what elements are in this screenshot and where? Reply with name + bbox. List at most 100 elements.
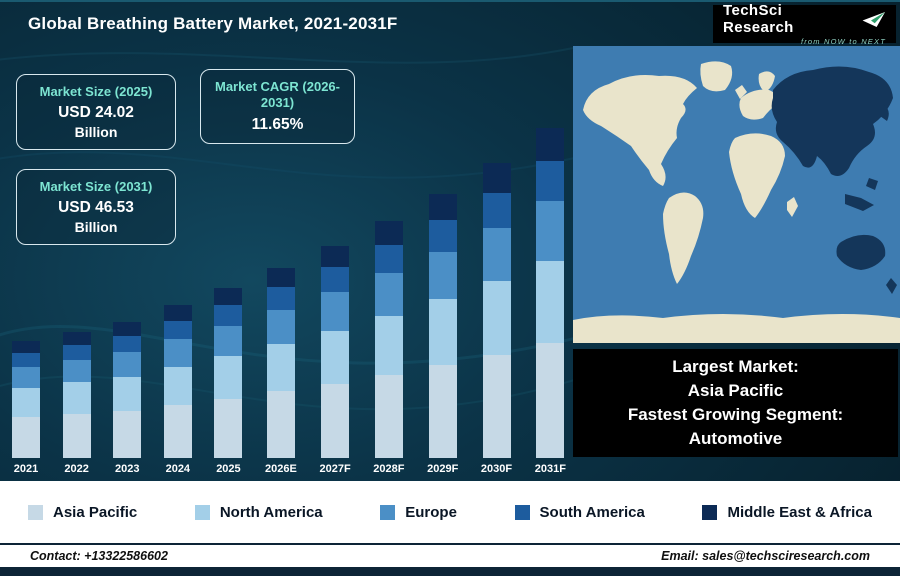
bar-segment-north-america: [113, 376, 142, 411]
market-highlight-box: Largest Market: Asia Pacific Fastest Gro…: [573, 349, 898, 457]
bar-segment-middle-east-africa: [163, 305, 192, 321]
bar-segment-europe: [113, 351, 142, 377]
legend-swatch-asia-pacific: [28, 504, 43, 520]
bar-segment-north-america: [482, 281, 511, 355]
bar-segment-asia-pacific: [321, 383, 350, 458]
bar-segment-north-america: [536, 260, 565, 343]
bar-column-2030F: 2030F: [480, 162, 513, 475]
legend-label: Europe: [405, 503, 457, 521]
bar-segment-south-america: [62, 344, 91, 360]
legend-label: North America: [219, 503, 323, 521]
bar-segment-middle-east-africa: [62, 331, 91, 345]
bar-segment-north-america: [62, 382, 91, 415]
bar-stack: [374, 220, 403, 458]
bar-segment-europe: [482, 227, 511, 282]
bar-segment-north-america: [321, 330, 350, 384]
bar-segment-south-america: [428, 220, 457, 252]
bar-stack: [536, 128, 565, 458]
bar-stack: [214, 288, 243, 458]
x-axis-label: 2030F: [480, 463, 513, 475]
bar-segment-asia-pacific: [428, 365, 457, 458]
bar-stack: [428, 193, 457, 458]
footer-email: Email: sales@techsciresearch.com: [661, 549, 870, 563]
stacked-bar-chart: 2021 2022 2023 2024 2025 2026E 2027F 2028F 2029F…: [12, 128, 566, 475]
info-line: Largest Market:: [672, 356, 799, 376]
bar-segment-middle-east-africa: [214, 288, 243, 305]
x-axis-label: 2031F: [534, 463, 566, 475]
world-map: [573, 46, 900, 343]
stat-card-market-size-2031: Market Size (2031) USD 46.53 Billion: [16, 169, 176, 246]
legend-swatch-europe: [380, 504, 396, 520]
bar-column-2024: 2024: [163, 305, 192, 475]
bar-column-2029F: 2029F: [427, 193, 458, 475]
bar-column-2022: 2022: [62, 331, 91, 475]
bar-segment-north-america: [12, 387, 40, 417]
bar-segment-north-america: [163, 366, 192, 405]
bar-stack: [113, 322, 142, 458]
bar-segment-south-america: [163, 320, 192, 340]
bar-segment-europe: [12, 366, 40, 388]
stat-card-unit: Billion: [74, 124, 118, 141]
bar-segment-middle-east-africa: [428, 193, 457, 221]
bar-column-2028F: 2028F: [373, 220, 405, 475]
stat-card-market-size-2025: Market Size (2025) USD 24.02 Billion: [16, 74, 176, 151]
bar-segment-south-america: [374, 244, 403, 274]
bar-column-2021: 2021: [12, 340, 40, 475]
x-axis-label: 2022: [64, 463, 89, 475]
techsci-logo: TechSci Research from NOW to NEXT: [713, 2, 896, 46]
bar-segment-middle-east-africa: [12, 340, 40, 353]
chart-legend: Asia Pacific North America Europe South …: [0, 481, 900, 543]
bar-column-2031F: 2031F: [535, 128, 566, 475]
bar-segment-middle-east-africa: [113, 322, 142, 336]
stat-card-value: 11.65%: [251, 115, 304, 133]
legend-label: Middle East & Africa: [727, 503, 872, 521]
bar-column-2026E: 2026E: [265, 268, 297, 475]
bar-segment-north-america: [374, 315, 403, 376]
footer-contact: Contact: +13322586602: [30, 549, 168, 563]
bar-segment-north-america: [428, 299, 457, 366]
bar-column-2023: 2023: [113, 322, 142, 475]
bar-column-2025: 2025: [214, 288, 243, 475]
footer-bar: Contact: +13322586602 Email: sales@techs…: [0, 543, 900, 567]
bar-segment-asia-pacific: [62, 414, 91, 458]
bar-segment-asia-pacific: [113, 410, 142, 458]
bar-segment-asia-pacific: [266, 391, 295, 458]
bar-segment-middle-east-africa: [266, 268, 295, 288]
bar-segment-europe: [266, 310, 295, 345]
info-line: Asia Pacific: [687, 380, 784, 400]
legend-swatch-north-america: [194, 504, 210, 520]
world-map-svg: [573, 46, 900, 343]
bar-segment-asia-pacific: [214, 398, 243, 458]
x-axis-label: 2026E: [265, 463, 297, 475]
info-line: Fastest Growing Segment:: [627, 405, 844, 424]
bar-column-2027F: 2027F: [319, 245, 351, 475]
bar-segment-europe: [536, 201, 565, 261]
legend-label: South America: [539, 503, 645, 521]
x-axis-label: 2028F: [373, 463, 405, 475]
bottom-strip: [0, 567, 900, 576]
bar-segment-europe: [163, 339, 192, 367]
bar-stack: [62, 331, 91, 458]
x-axis-label: 2027F: [319, 463, 351, 475]
bar-segment-europe: [428, 251, 457, 300]
bar-segment-asia-pacific: [482, 354, 511, 458]
logo-brand-text: TechSci Research: [723, 2, 794, 36]
bar-segment-middle-east-africa: [374, 220, 403, 245]
bar-segment-middle-east-africa: [482, 162, 511, 193]
bar-segment-asia-pacific: [163, 404, 192, 458]
x-axis-label: 2023: [114, 463, 140, 475]
bar-segment-south-america: [266, 287, 295, 311]
page-title: Global Breathing Battery Market, 2021-20…: [28, 14, 398, 33]
chart-panel: Global Breathing Battery Market, 2021-20…: [0, 0, 900, 481]
bar-segment-europe: [62, 359, 91, 383]
bar-segment-middle-east-africa: [321, 245, 350, 267]
bar-stack: [163, 305, 192, 458]
bar-segment-south-america: [321, 266, 350, 293]
x-axis-label: 2024: [165, 463, 191, 475]
legend-item-north-america: North America: [194, 503, 323, 521]
bar-stack: [482, 162, 511, 458]
bar-segment-middle-east-africa: [536, 128, 565, 162]
bar-stack: [12, 340, 40, 458]
bar-segment-south-america: [536, 161, 565, 202]
bar-stack: [266, 268, 295, 458]
